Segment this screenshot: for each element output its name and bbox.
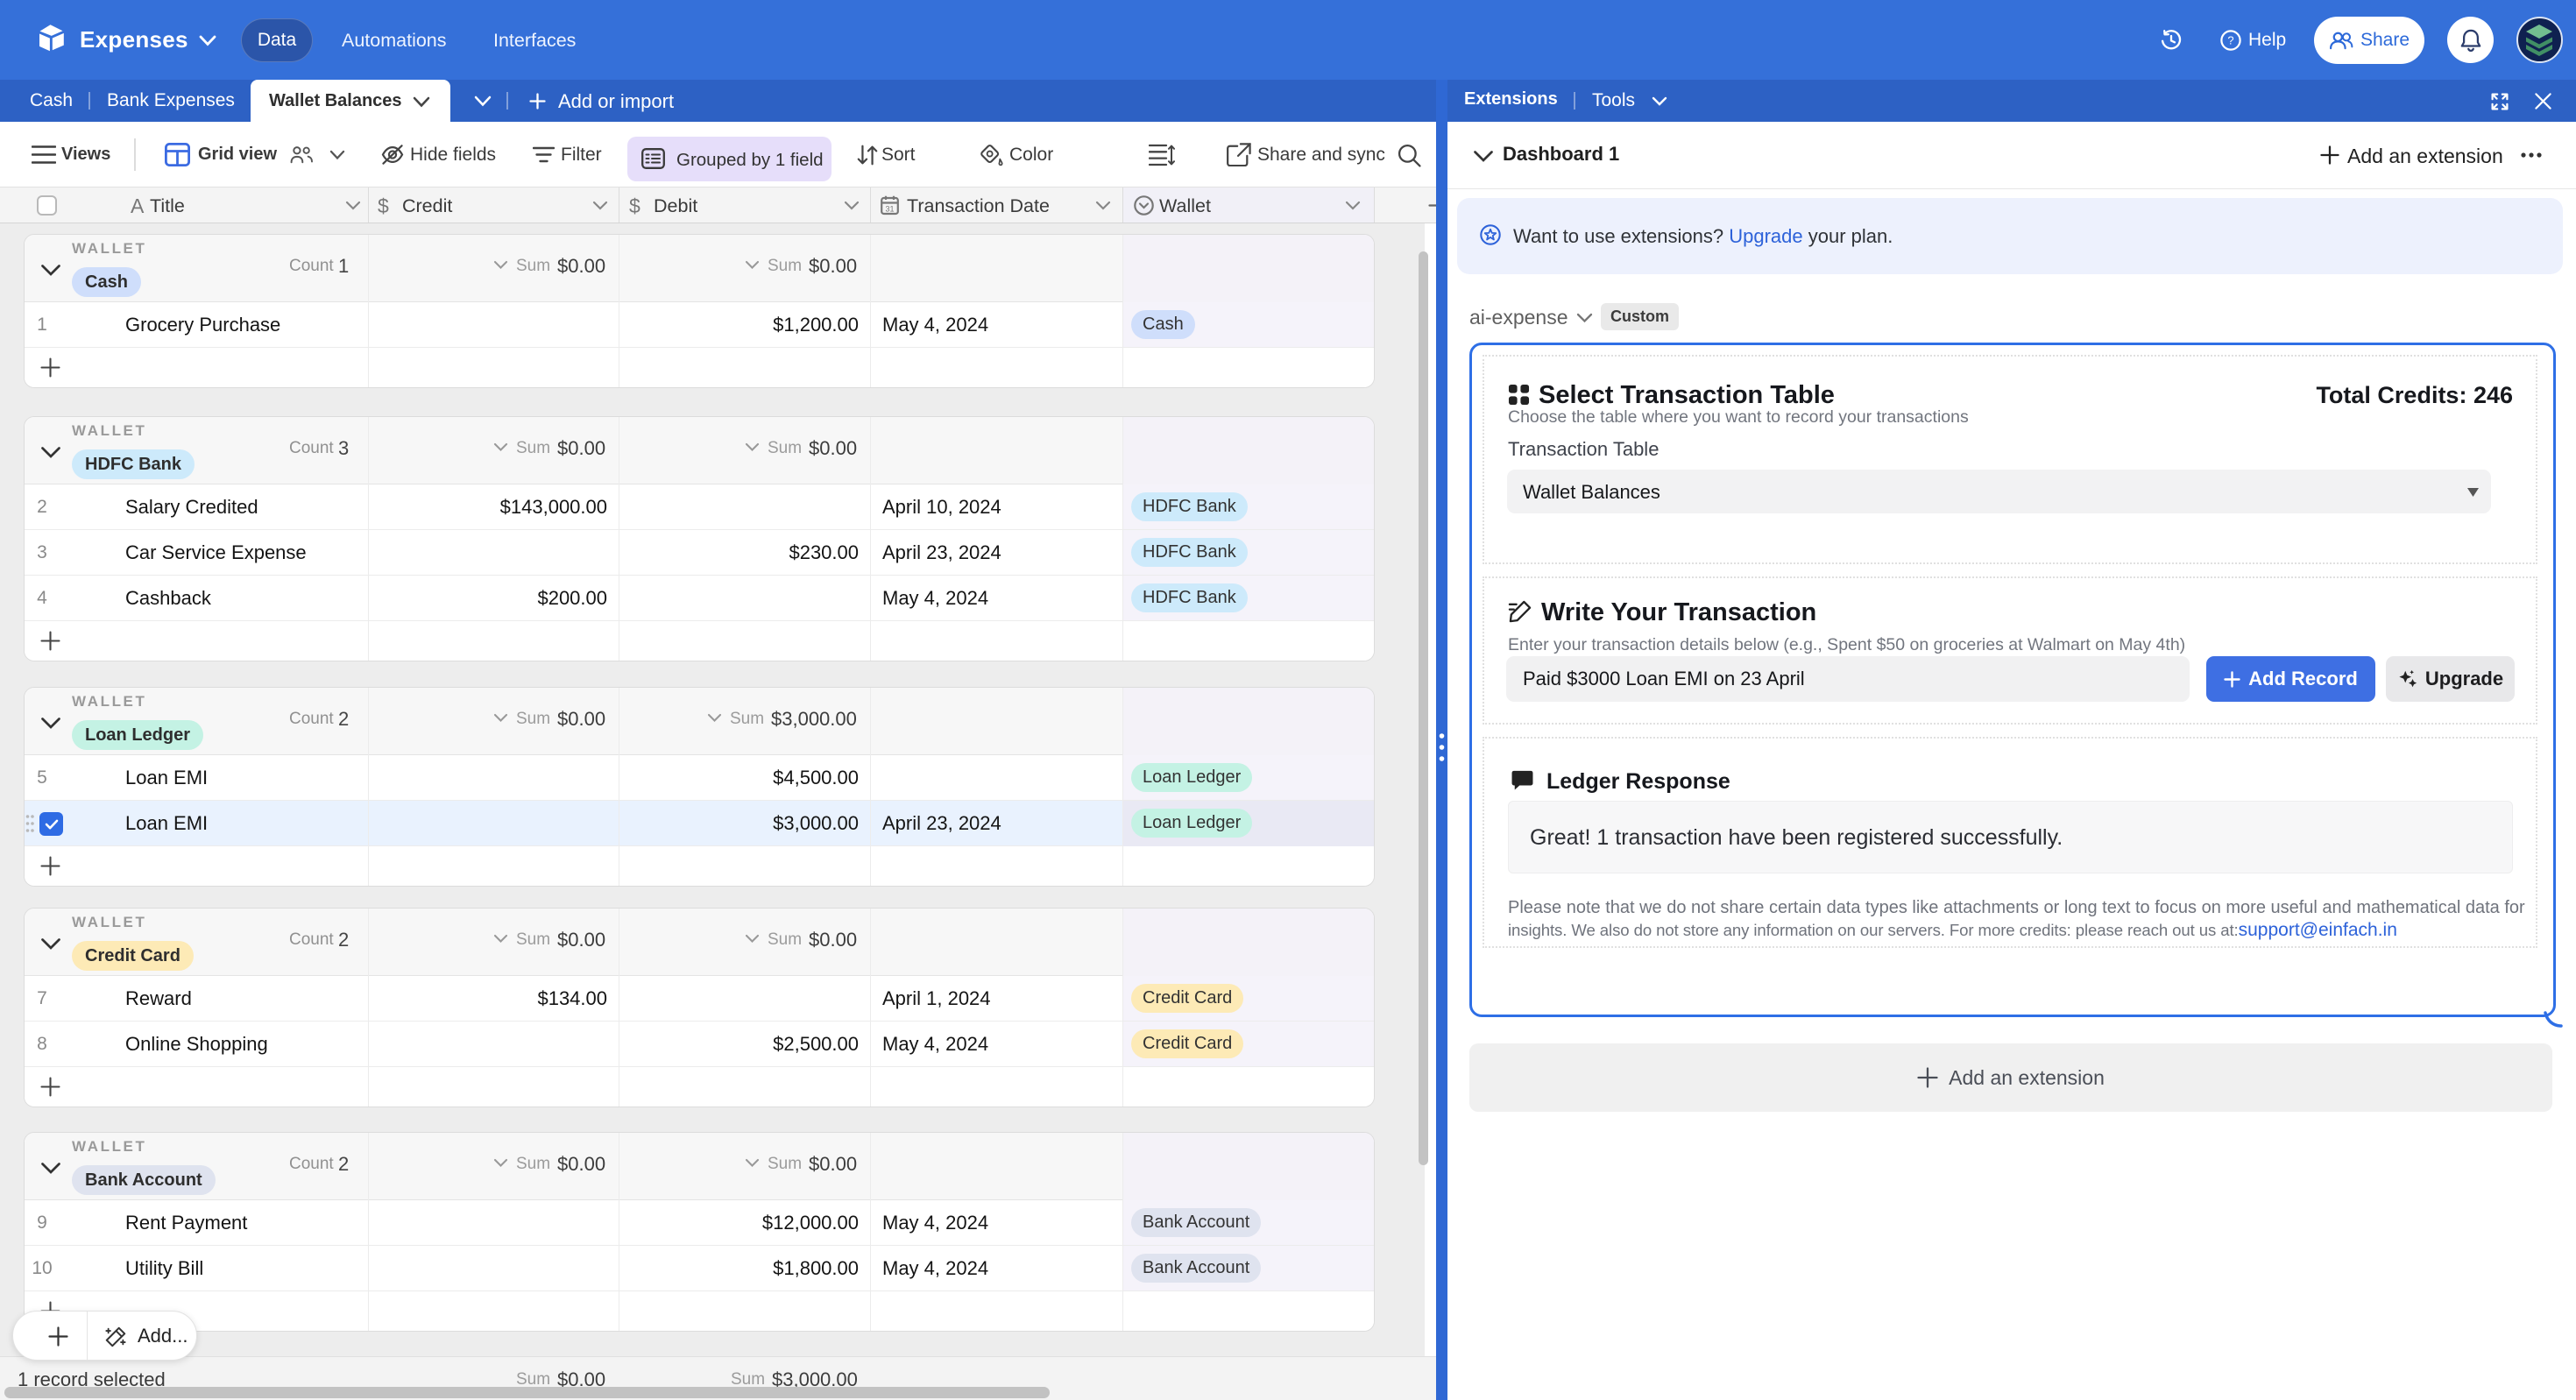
- svg-text:31: 31: [885, 205, 894, 214]
- svg-text:?: ?: [2227, 34, 2233, 47]
